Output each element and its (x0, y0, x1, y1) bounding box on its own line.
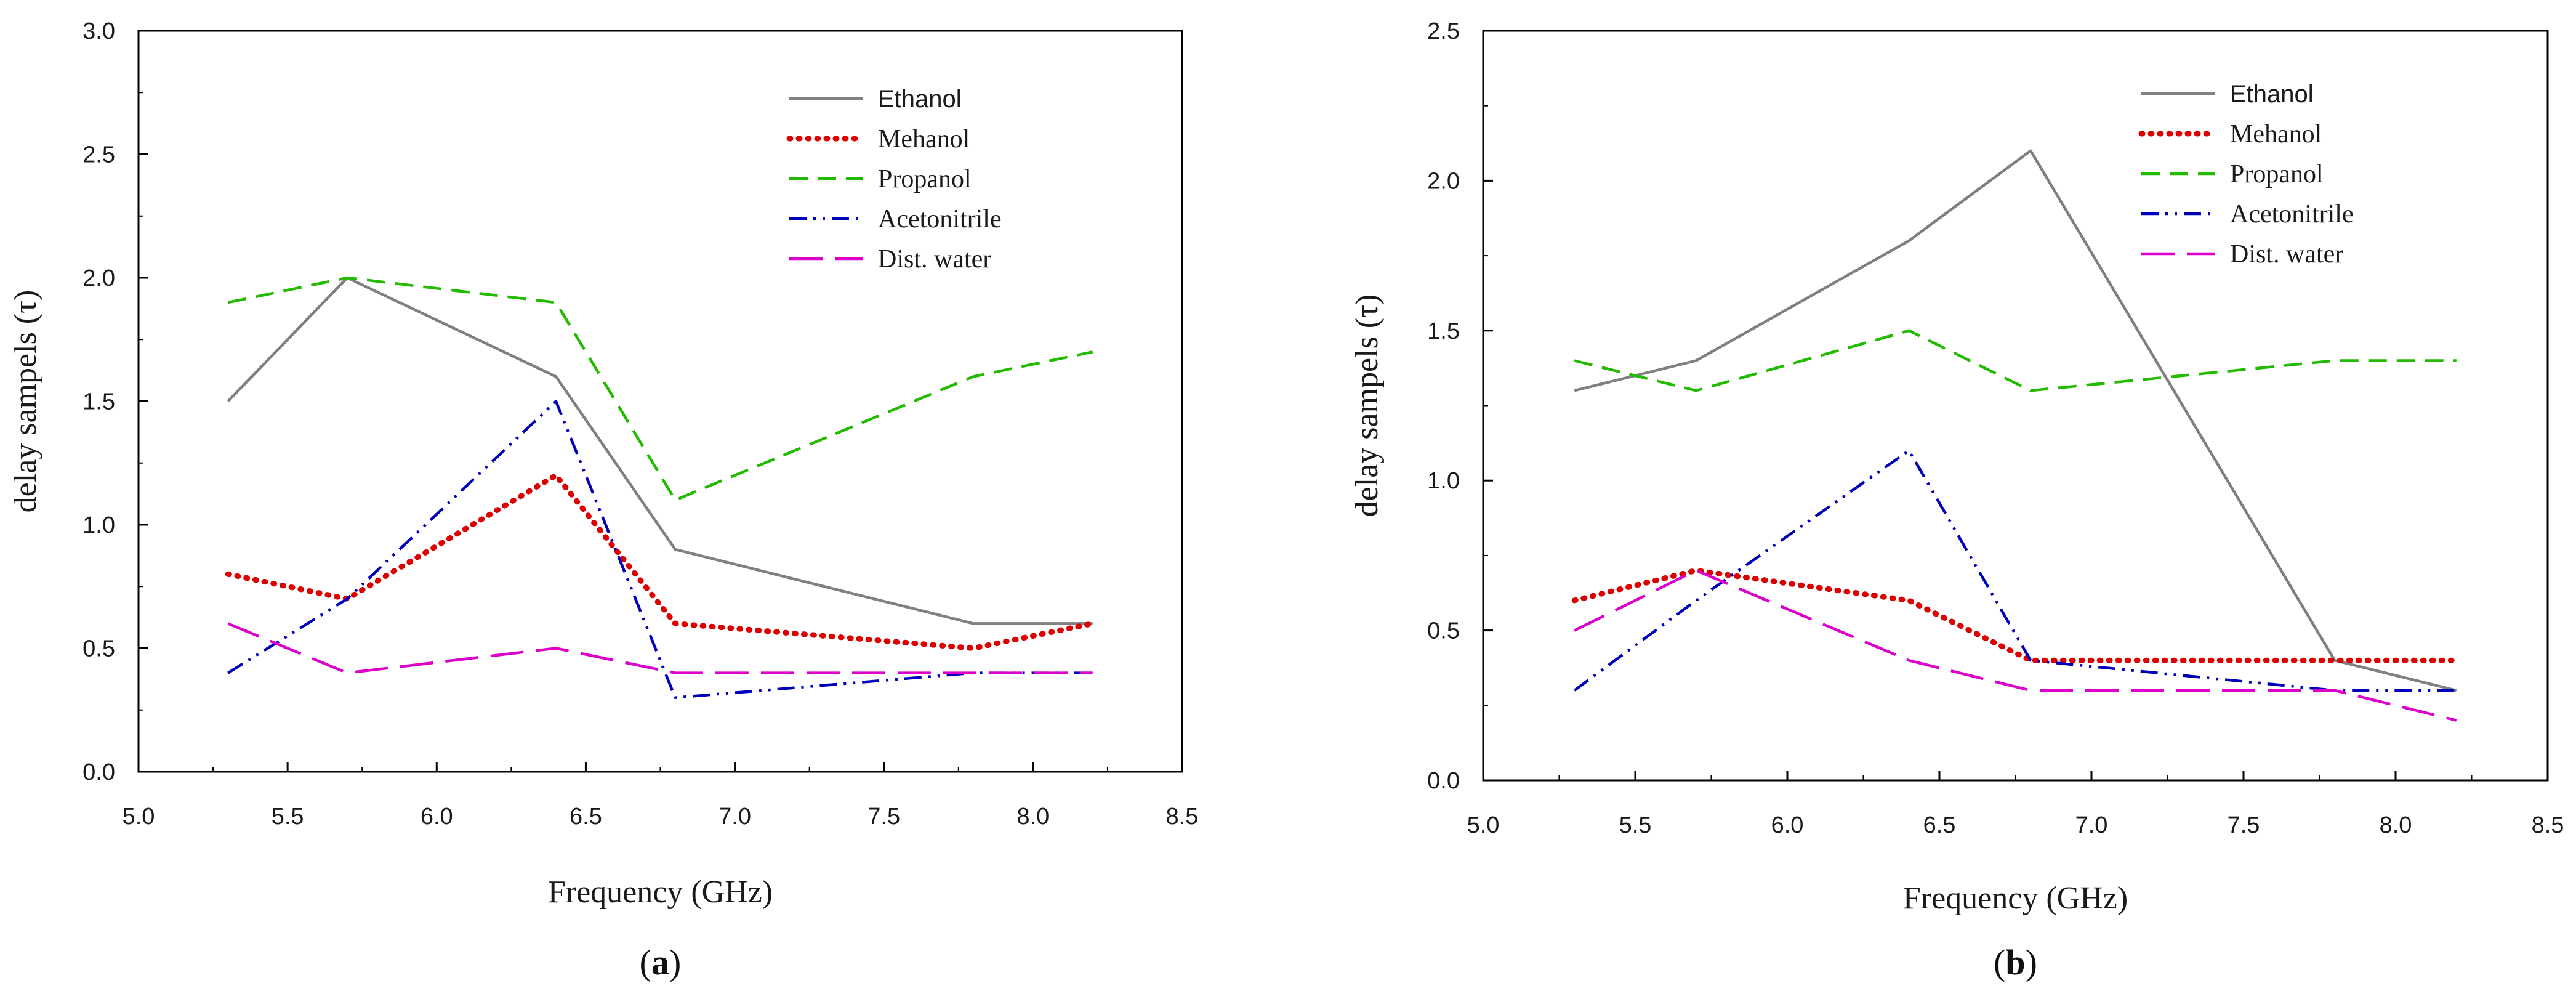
series-line-dist-water (227, 622, 1093, 674)
series-line-propanol (227, 276, 1093, 502)
x-tick-label: 8.0 (2380, 812, 2412, 838)
plot-frame (1482, 30, 2549, 782)
x-tick-label: 7.0 (718, 804, 751, 830)
caption-letter: b (2005, 942, 2025, 982)
series-line-ethanol (227, 276, 1093, 625)
x-tick-label: 7.5 (2228, 812, 2260, 838)
legend-label: Propanol (878, 165, 972, 193)
y-tick-label: 2.0 (1427, 168, 1460, 194)
y-axis-label: delay sampels (τ) (1350, 294, 1385, 517)
caption-close: ) (2026, 942, 2037, 982)
y-tick-label: 0.0 (83, 759, 115, 785)
y-tick-label: 2.5 (83, 142, 115, 168)
x-tick-label: 8.0 (1016, 804, 1049, 830)
y-tick-label: 1.5 (1427, 318, 1460, 344)
series-line-ethanol (1574, 149, 2457, 692)
series-line-acetonitrile (1573, 449, 2457, 692)
chart-b-svg: 5.0 5.5 6.0 6.5 7.0 7.5 8.0 8.5 0.0 0.5 1.0 1.5 2.0 2… (1350, 18, 2564, 982)
chart-panel-b: 5.0 5.5 6.0 6.5 7.0 7.5 8.0 8.5 0.0 0.5 1.0 1.5 2.0 2… (1288, 0, 2576, 991)
x-tick-label: 6.0 (1771, 812, 1804, 838)
legend-label: Mehanol (878, 125, 970, 153)
plot-frame (137, 30, 1183, 773)
series-line-acetonitrile (227, 400, 1093, 699)
caption-close: ) (669, 942, 681, 982)
x-tick-label: 6.5 (1923, 812, 1956, 838)
panel-caption: (b) (1994, 942, 2037, 982)
x-tick-label: 6.0 (421, 804, 453, 830)
x-tick-label: 5.5 (1619, 812, 1652, 838)
caption-letter: a (651, 942, 669, 982)
y-tick-label: 2.0 (83, 265, 115, 291)
series-line-mehanol (1571, 567, 2460, 663)
legend-label: Acetonitrile (2230, 200, 2354, 229)
x-tick-label: 7.5 (867, 804, 900, 830)
y-tick-label: 0.0 (1427, 768, 1460, 794)
x-tick-label: 5.0 (1467, 812, 1500, 838)
x-tick-label: 6.5 (570, 804, 602, 830)
legend-label: Propanol (2230, 160, 2324, 188)
y-tick-label: 3.0 (83, 18, 115, 44)
legend-label: Ethanol (878, 86, 962, 113)
legend-label: Ethanol (2230, 81, 2314, 108)
y-axis-label: delay sampels (τ) (8, 290, 43, 513)
y-tick-label: 1.5 (83, 389, 115, 415)
legend-label: Dist. water (878, 245, 991, 273)
series-line-propanol (1574, 329, 2457, 392)
caption-open: ( (640, 942, 651, 982)
legend-label: Dist. water (2230, 240, 2343, 269)
chart-a-svg: 5.0 5.5 6.0 6.5 7.0 7.5 8.0 8.5 0.0 0.5 1.0 1.5 2.0 2… (8, 18, 1199, 982)
chart-panel-a: 5.0 5.5 6.0 6.5 7.0 7.5 8.0 8.5 0.0 0.5 1.0 1.5 2.0 2… (8, 18, 1199, 982)
y-tick-label: 0.5 (83, 636, 115, 662)
x-tick-label: 7.0 (2075, 812, 2108, 838)
x-tick-label: 5.5 (272, 804, 304, 830)
legend-label: Acetonitrile (878, 205, 1002, 233)
x-tick-label: 8.5 (2532, 812, 2564, 838)
panel-caption: (a) (640, 942, 682, 982)
y-tick-label: 1.0 (83, 512, 115, 538)
y-tick-label: 2.5 (1427, 18, 1460, 44)
y-tick-label: 0.5 (1427, 618, 1460, 644)
series-line-dist-water (1574, 568, 2457, 722)
caption-open: ( (1994, 942, 2005, 982)
x-axis-label: Frequency (GHz) (1903, 881, 2128, 916)
x-tick-label: 8.5 (1166, 804, 1199, 830)
x-tick-label: 5.0 (123, 804, 155, 830)
y-tick-label: 1.0 (1427, 468, 1460, 494)
x-axis-label: Frequency (GHz) (548, 875, 773, 910)
legend-label: Mehanol (2230, 120, 2322, 148)
